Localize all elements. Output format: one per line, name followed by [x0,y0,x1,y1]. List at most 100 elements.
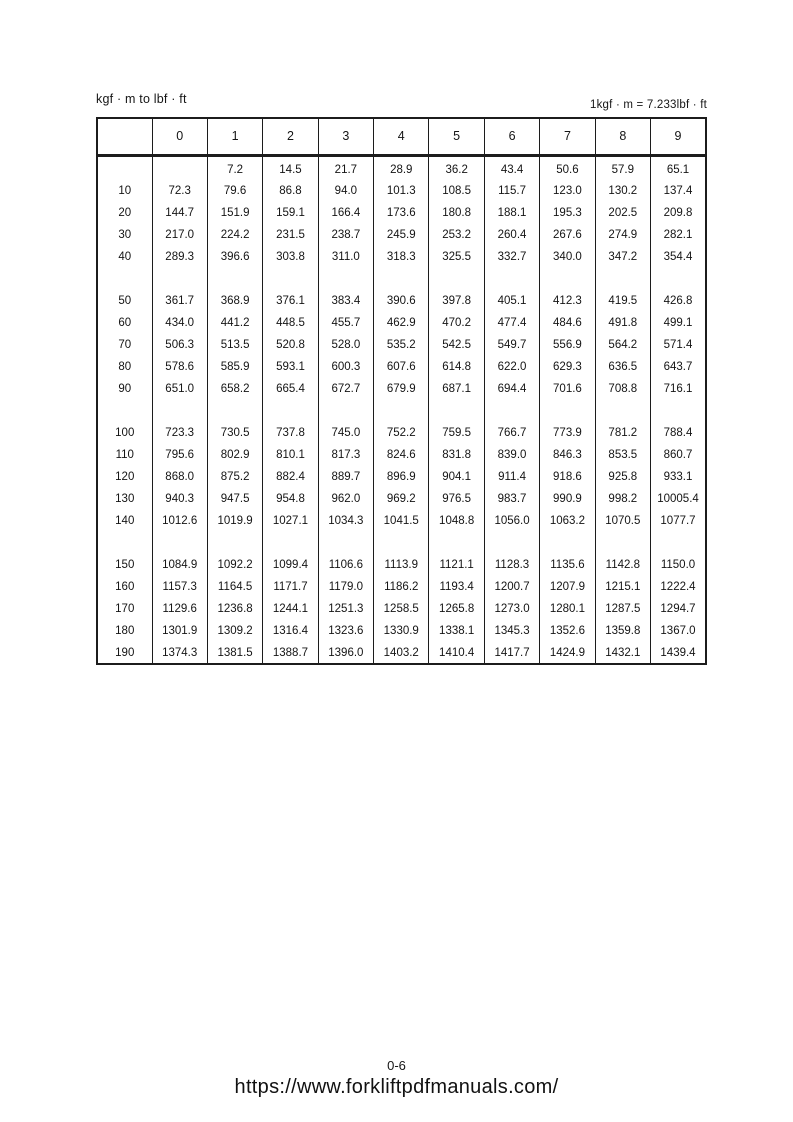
table-cell: 231.5 [262,224,319,246]
table-cell: 679.9 [373,378,429,400]
table-cell: 361.7 [151,290,208,312]
table-cell: 311.0 [317,246,374,268]
table-row: 180 1301.9 1309.2 1316.4 1323.6 1330.9 1338.1 1… [97,620,706,642]
row-label: 130 [115,493,135,505]
conversion-factor-note: 1kgf · m = 7.233lbf · ft [590,99,707,111]
table-row: 170 1129.6 1236.8 1244.1 1251.3 1258.5 1265.8 1… [97,598,706,620]
table-cell: 1417.7 [483,642,540,664]
spacer-cell [262,532,319,554]
spacer-row [97,532,706,554]
row-label: 10 [118,185,132,197]
table-cell: 687.1 [428,378,485,400]
table-cell: 166.4 [317,202,374,224]
table-cell: 1294.7 [650,598,706,620]
table-row: 120 868.0 875.2 882.4 889.7 896.9 904.1 911.4 91… [97,466,706,488]
table-cell: 1179.0 [317,576,374,598]
column-header: 1 [206,118,263,157]
table-cell: 1012.6 [151,510,208,532]
table-cell: 405.1 [483,290,540,312]
table-cell: 745.0 [317,422,374,444]
table-cell: 694.4 [483,378,540,400]
table-cell: 1164.5 [206,576,263,598]
table-cell: 528.0 [317,334,374,356]
table-cell: 1410.4 [428,642,485,664]
table-cell: 289.3 [151,246,208,268]
spacer-cell [650,268,706,290]
table-cell: 766.7 [483,422,540,444]
table-cell: 419.5 [594,290,651,312]
table-cell: 520.8 [262,334,319,356]
table-cell: 600.3 [317,356,374,378]
row-label: 140 [115,515,135,527]
table-cell: 1193.4 [428,576,485,598]
table-cell: 607.6 [373,356,429,378]
table-cell: 1258.5 [373,598,429,620]
table-cell: 882.4 [262,466,319,488]
table-cell: 1222.4 [650,576,706,598]
spacer-cell [373,268,429,290]
table-cell: 839.0 [483,444,540,466]
spacer-cell [650,532,706,554]
table-cell: 115.7 [483,180,540,202]
table-cell: 282.1 [650,224,706,246]
table-cell: 1200.7 [483,576,540,598]
table-cell: 556.9 [539,334,596,356]
table-cell: 622.0 [483,356,540,378]
table-cell: 151.9 [206,202,263,224]
table-cell: 983.7 [483,488,540,510]
table-cell: 188.1 [483,202,540,224]
table-cell: 1186.2 [373,576,429,598]
row-label: 80 [118,361,132,373]
table-cell: 224.2 [206,224,263,246]
table-cell: 180.8 [428,202,485,224]
table-cell: 137.4 [650,180,706,202]
spacer-cell [650,400,706,422]
table-cell: 1092.2 [206,554,263,576]
table-cell: 94.0 [317,180,374,202]
table-cell: 846.3 [539,444,596,466]
spacer-cell [483,532,540,554]
table-row: 150 1084.9 1092.2 1099.4 1106.6 1113.9 1121.1 1… [97,554,706,576]
table-cell: 477.4 [483,312,540,334]
footer-url-link[interactable]: https://www.forkliftpdfmanuals.com/ [234,1076,559,1098]
table-cell: 195.3 [539,202,596,224]
table-cell: 1129.6 [151,598,208,620]
table-row: 20 144.7 151.9 159.1 166.4 173.6 180.8 188.1 195… [97,202,706,224]
table-cell: 426.8 [650,290,706,312]
table-cell: 1027.1 [262,510,319,532]
table-cell: 332.7 [483,246,540,268]
table-cell: 1338.1 [428,620,485,642]
table-cell: 434.0 [151,312,208,334]
table-cell: 549.7 [483,334,540,356]
table-cell: 990.9 [539,488,596,510]
table-cell: 708.8 [594,378,651,400]
spacer-row [97,268,706,290]
table-cell: 470.2 [428,312,485,334]
table-row: 90 651.0 658.2 665.4 672.7 679.9 687.1 694.4 701… [97,378,706,400]
table-cell [151,155,208,180]
table-cell: 1251.3 [317,598,374,620]
table-cell: 723.3 [151,422,208,444]
table-cell: 1056.0 [483,510,540,532]
table-cell: 629.3 [539,356,596,378]
table-cell: 788.4 [650,422,706,444]
table-cell: 484.6 [539,312,596,334]
spacer-cell [97,400,152,422]
table-cell: 1287.5 [594,598,651,620]
table-cell: 1063.2 [539,510,596,532]
column-header: 6 [483,118,540,157]
table-cell: 1330.9 [373,620,429,642]
table-cell: 564.2 [594,334,651,356]
table-cell: 303.8 [262,246,319,268]
table-cell: 260.4 [483,224,540,246]
spacer-cell [428,268,485,290]
table-cell: 1019.9 [206,510,263,532]
table-row: 100 723.3 730.5 737.8 745.0 752.2 759.5 766.7 77… [97,422,706,444]
spacer-cell [539,268,596,290]
table-cell: 737.8 [262,422,319,444]
table-cell: 1388.7 [262,642,319,664]
table-row: 70 506.3 513.5 520.8 528.0 535.2 542.5 549.7 556… [97,334,706,356]
column-header: 2 [262,118,319,157]
spacer-cell [262,400,319,422]
spacer-cell [151,532,208,554]
